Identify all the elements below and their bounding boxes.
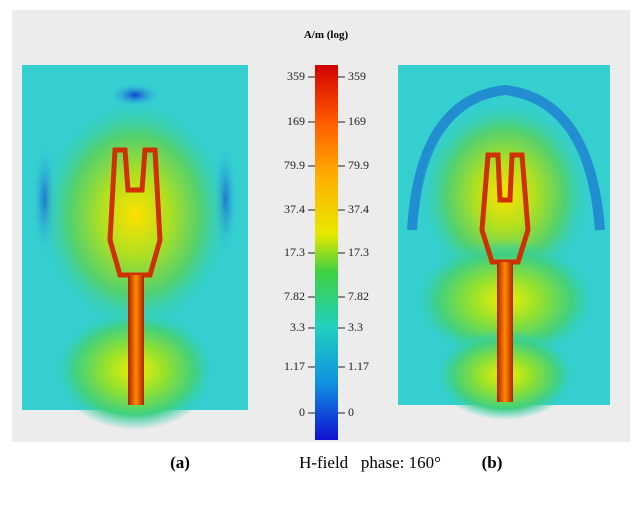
tick-label-right: 7.82 <box>348 289 369 303</box>
field-image-a <box>22 65 248 430</box>
tick-label-left: 169 <box>287 114 305 128</box>
tick-label-right: 0 <box>348 405 354 419</box>
tick-label-left: 0 <box>299 405 305 419</box>
field-image-b <box>398 65 610 420</box>
caption-b: (b) <box>482 453 503 472</box>
tick-label-right: 359 <box>348 69 366 83</box>
colorbar-unit: A/m (log) <box>304 29 349 41</box>
caption-title: H-field phase: 160° <box>299 453 441 472</box>
tick-label-right: 37.4 <box>348 202 369 216</box>
tick-label-left: 37.4 <box>284 202 305 216</box>
tick-label-right: 1.17 <box>348 359 369 373</box>
tick-label-left: 1.17 <box>284 359 305 373</box>
tick-label-left: 3.3 <box>290 320 305 334</box>
tick-label-left: 17.3 <box>284 245 305 259</box>
tick-label-right: 79.9 <box>348 158 369 172</box>
colorbar <box>315 65 338 440</box>
tick-label-left: 7.82 <box>284 289 305 303</box>
tick-label-left: 79.9 <box>284 158 305 172</box>
tick-label-right: 3.3 <box>348 320 363 334</box>
colorbar-ticks: 359 359 169 169 79.9 79.9 37.4 37.4 17.3 17.3 7.82… <box>284 69 369 419</box>
tick-label-left: 359 <box>287 69 305 83</box>
caption-a: (a) <box>170 453 190 472</box>
tick-label-right: 17.3 <box>348 245 369 259</box>
tick-label-right: 169 <box>348 114 366 128</box>
